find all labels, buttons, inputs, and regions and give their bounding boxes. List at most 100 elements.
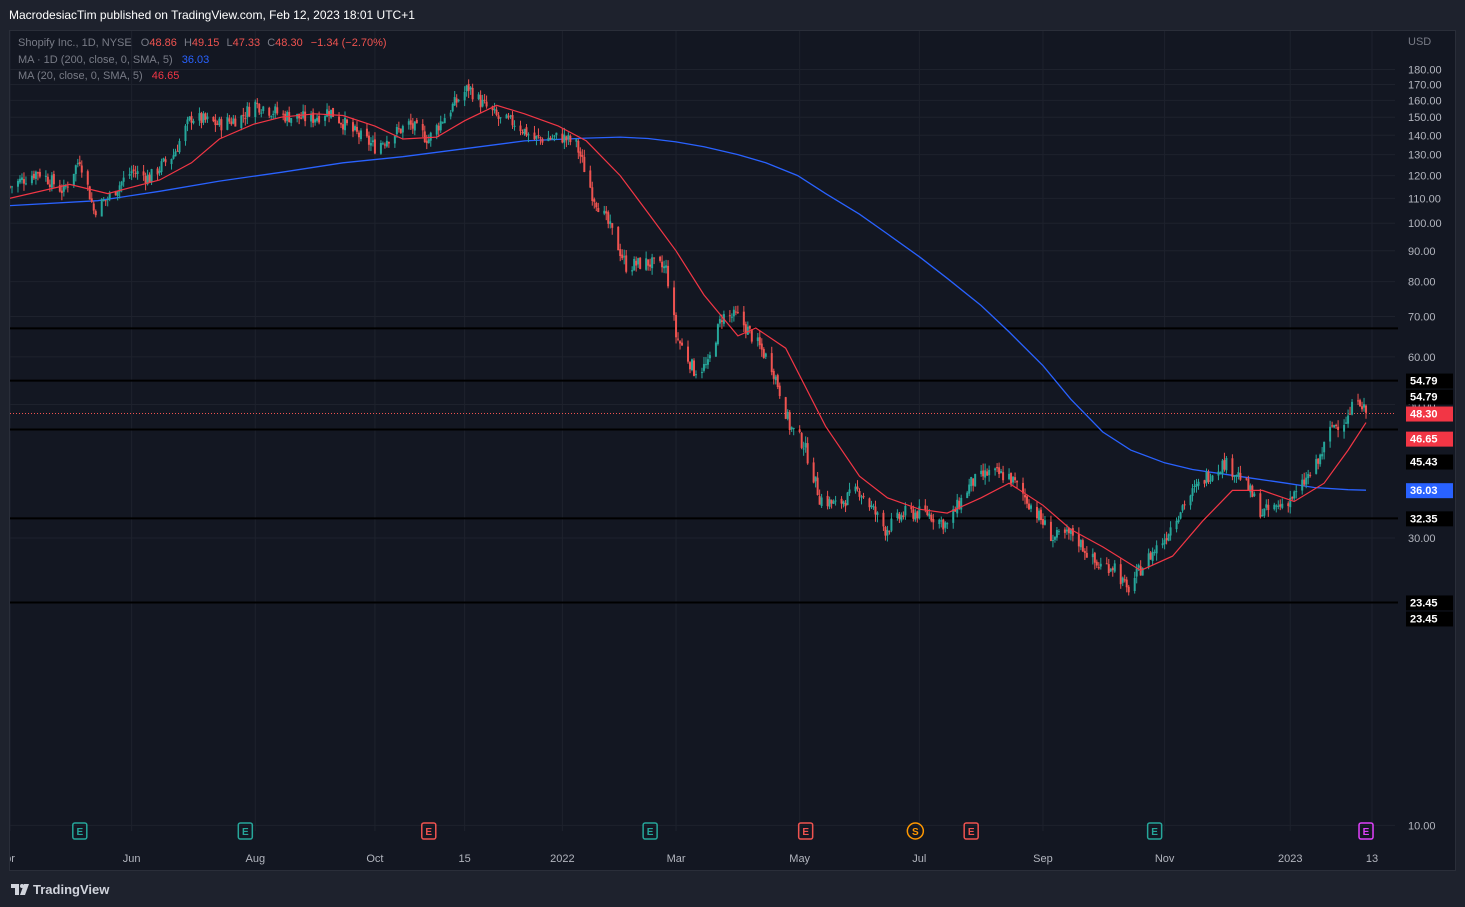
candle: [663, 260, 666, 274]
candle: [220, 116, 223, 138]
footer: TradingView: [0, 873, 1465, 907]
candle-body: [66, 186, 69, 188]
candle: [507, 112, 510, 120]
candle-body: [605, 211, 608, 214]
candle-body: [625, 255, 628, 272]
candle-body: [381, 143, 384, 145]
candle: [1037, 508, 1040, 522]
candle: [94, 209, 97, 218]
time-tick-label: 13: [1366, 853, 1378, 865]
candle: [832, 499, 835, 504]
candle-body: [960, 497, 963, 510]
candle: [1085, 546, 1088, 558]
candle: [276, 101, 279, 116]
candle-body: [340, 123, 343, 125]
time-tick-label: Jun: [123, 853, 141, 865]
candle: [204, 112, 207, 123]
candle: [581, 149, 584, 163]
candle-body: [467, 83, 470, 91]
candle-body: [246, 106, 249, 118]
candle-body: [330, 109, 333, 118]
candle-body: [453, 96, 456, 106]
price-marker-label: 32.35: [1410, 513, 1438, 525]
candle-body: [828, 499, 831, 507]
candle: [595, 201, 598, 212]
price-marker-label: 23.45: [1410, 613, 1438, 625]
price-chart[interactable]: E E E E E S E E E 180.00 170.00 160.00 150.00 140.00…: [10, 31, 1455, 870]
candle-body: [1317, 458, 1320, 464]
candle: [449, 110, 452, 120]
candle-body: [689, 362, 692, 370]
candle-body: [718, 319, 721, 324]
candle-body: [1295, 491, 1298, 493]
candles: [10, 79, 1368, 596]
candle-body: [730, 316, 733, 318]
candle-body: [986, 471, 989, 476]
candle-body: [1277, 505, 1280, 507]
candle-body: [62, 185, 65, 192]
candle: [1245, 477, 1248, 481]
candle-body: [150, 169, 153, 183]
time-tick-label: pr: [10, 853, 15, 865]
candle: [1193, 480, 1196, 493]
candle-body: [649, 264, 652, 267]
candle-body: [631, 270, 634, 272]
candle: [1197, 478, 1200, 490]
time-tick-label: 2022: [550, 853, 574, 865]
candle-body: [1289, 497, 1292, 508]
candle-body: [706, 359, 709, 365]
candle: [673, 280, 676, 321]
candle-body: [232, 118, 235, 124]
candle: [174, 148, 177, 157]
candle-body: [170, 158, 173, 165]
legend-symbol: Shopify Inc., 1D, NYSE: [18, 37, 132, 49]
candle: [1323, 441, 1326, 460]
price-axis[interactable]: 180.00 170.00 160.00 150.00 140.00 130.00 120.…: [1408, 65, 1442, 833]
candle-body: [240, 115, 243, 129]
candle: [328, 105, 331, 123]
chart-area[interactable]: E E E E E S E E E 180.00 170.00 160.00 150.00 140.00…: [9, 30, 1456, 871]
candle-body: [114, 191, 117, 196]
candle-body: [1291, 496, 1294, 499]
candle-body: [449, 112, 452, 117]
candle: [290, 117, 293, 127]
candle-body: [918, 506, 921, 519]
candle: [1165, 531, 1168, 545]
candle-body: [996, 467, 999, 469]
candle-body: [387, 142, 390, 144]
ma200-line: [10, 136, 1367, 491]
candle-body: [316, 117, 319, 121]
candle-body: [1235, 474, 1238, 477]
candle: [248, 102, 251, 117]
candle-body: [76, 163, 79, 165]
candle-body: [581, 155, 584, 157]
horizontal-levels[interactable]: [10, 327, 1398, 604]
event-letter: E: [425, 827, 432, 838]
price-marker-bg: [1406, 595, 1453, 611]
candle: [24, 176, 27, 186]
candle: [728, 310, 731, 323]
candle: [316, 114, 319, 123]
time-axis[interactable]: pr Jun Aug Oct 15 2022 Mar May Jul Sep Nov 2023 13: [10, 853, 1378, 865]
candle-body: [1141, 568, 1144, 576]
candle: [423, 125, 426, 143]
candle: [998, 462, 1001, 478]
candle-body: [52, 174, 55, 185]
candle: [986, 468, 989, 476]
candle-body: [156, 168, 159, 175]
candle-body: [804, 443, 807, 448]
candle: [988, 465, 991, 482]
candle: [1149, 551, 1152, 560]
candle: [926, 505, 929, 517]
candle: [938, 518, 941, 529]
candle-body: [1135, 568, 1138, 577]
candle: [756, 332, 759, 347]
candle-body: [162, 158, 165, 161]
candle: [694, 370, 697, 379]
candle: [635, 256, 638, 272]
candle-body: [457, 100, 460, 102]
candle-body: [846, 492, 849, 506]
candle-body: [1035, 506, 1038, 519]
candle-body: [637, 258, 640, 265]
